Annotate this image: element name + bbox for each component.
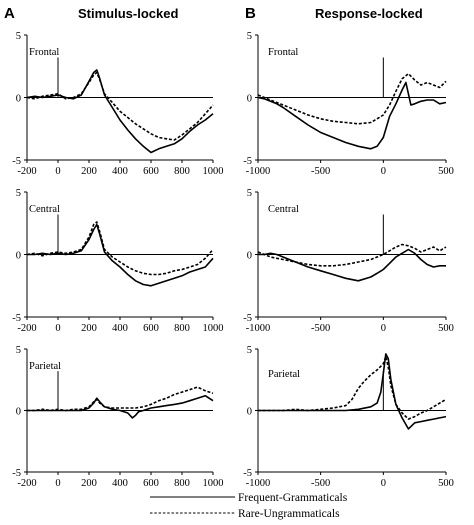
y-tick-label: -5 (12, 468, 21, 479)
x-tick-label: -200 (17, 478, 36, 489)
y-tick-label: 0 (16, 94, 21, 105)
series-rare-ungrammaticals (27, 386, 214, 412)
x-tick-label: 500 (438, 166, 454, 177)
panel-b-parietal-plot: 5 0 -5-1000 -500 0 500 Parietal (243, 345, 454, 489)
x-tick-label: -500 (311, 478, 330, 489)
x-tick-label: 400 (112, 323, 128, 334)
x-tick-label: 200 (81, 478, 97, 489)
x-tick-label: 1000 (203, 323, 224, 334)
y-tick-label: -5 (12, 156, 21, 167)
y-tick-label: 0 (16, 251, 21, 262)
y-tick-label: 5 (247, 345, 252, 356)
series-frequent-grammaticals (27, 223, 214, 287)
series-frequent-grammaticals (258, 353, 447, 430)
x-tick-label: 200 (81, 166, 97, 177)
x-tick-label: 0 (55, 478, 60, 489)
series-rare-ungrammaticals (258, 355, 447, 420)
panel-a-frontal-plot: 5 0 -5-200 0 200 400 600 800 1000 Frontal (12, 31, 223, 177)
y-tick-label: 0 (247, 251, 252, 262)
region-label: Frontal (29, 47, 59, 58)
region-label: Central (268, 204, 299, 215)
y-tick-label: 5 (16, 31, 21, 42)
y-tick-label: 0 (16, 407, 21, 418)
x-tick-label: 800 (174, 166, 190, 177)
series-frequent-grammaticals (27, 394, 214, 419)
x-tick-label: 400 (112, 166, 128, 177)
x-tick-label: 0 (381, 166, 386, 177)
x-tick-label: 800 (174, 478, 190, 489)
y-tick-label: 0 (247, 407, 252, 418)
region-label: Parietal (268, 369, 300, 380)
y-tick-label: 5 (247, 31, 252, 42)
x-tick-label: -500 (311, 323, 330, 334)
x-tick-label: 1000 (203, 166, 224, 177)
x-tick-label: 0 (55, 166, 60, 177)
y-tick-label: -5 (243, 468, 252, 479)
x-tick-label: -1000 (246, 166, 271, 177)
x-tick-label: -200 (17, 323, 36, 334)
series-rare-ungrammaticals (257, 243, 447, 267)
x-tick-label: 800 (174, 323, 190, 334)
series-frequent-grammaticals (257, 81, 447, 150)
x-tick-label: -500 (311, 166, 330, 177)
region-label: Frontal (268, 47, 298, 58)
y-tick-label: -5 (12, 313, 21, 324)
x-tick-label: 600 (143, 478, 159, 489)
panel-letter-b: B (245, 5, 256, 22)
x-tick-label: 1000 (203, 478, 224, 489)
y-tick-label: 0 (247, 94, 252, 105)
legend: Frequent-Grammaticals Rare-Ungrammatical… (150, 492, 348, 520)
x-tick-label: 600 (143, 166, 159, 177)
legend-label-rare: Rare-Ungrammaticals (238, 508, 340, 520)
x-tick-label: -1000 (246, 323, 271, 334)
x-tick-label: 600 (143, 323, 159, 334)
x-tick-label: 0 (381, 478, 386, 489)
x-tick-label: 400 (112, 478, 128, 489)
panel-b-frontal-plot: 5 0 -5-1000 -500 0 500 Frontal (243, 31, 454, 177)
panel-b-central-plot: 5 0 -5-1000 -500 0 500 Central (243, 188, 454, 334)
x-tick-label: 0 (55, 323, 60, 334)
x-tick-label: 0 (381, 323, 386, 334)
panel-letter-a: A (4, 5, 15, 22)
panel-a-central-plot: 5 0 -5-200 0 200 400 600 800 1000 Central (12, 188, 223, 334)
x-tick-label: 200 (81, 323, 97, 334)
plots-area: 50-5-200 0 200 400 600 800 1000Frontal50-5-100… (12, 31, 454, 489)
series-rare-ungrammaticals (257, 72, 447, 125)
x-tick-label: 500 (438, 323, 454, 334)
series-frequent-grammaticals (258, 248, 446, 282)
x-tick-label: 500 (438, 478, 454, 489)
column-title-stimulus: Stimulus-locked (78, 6, 178, 21)
x-tick-label: -1000 (246, 478, 271, 489)
y-tick-label: 5 (247, 188, 252, 199)
legend-label-frequent: Frequent-Grammaticals (238, 492, 348, 504)
x-tick-label: -200 (17, 166, 36, 177)
y-tick-label: -5 (243, 156, 252, 167)
y-tick-label: 5 (16, 188, 21, 199)
region-label: Central (29, 204, 60, 215)
region-label: Parietal (29, 361, 61, 372)
series-rare-ungrammaticals (26, 71, 214, 141)
panel-a-parietal-plot: 5 0 -5-200 0 200 400 600 800 1000 Parietal (12, 345, 223, 489)
series-rare-ungrammaticals (26, 221, 214, 276)
y-tick-label: 5 (16, 345, 21, 356)
column-title-response: Response-locked (315, 6, 423, 21)
y-tick-label: -5 (243, 313, 252, 324)
